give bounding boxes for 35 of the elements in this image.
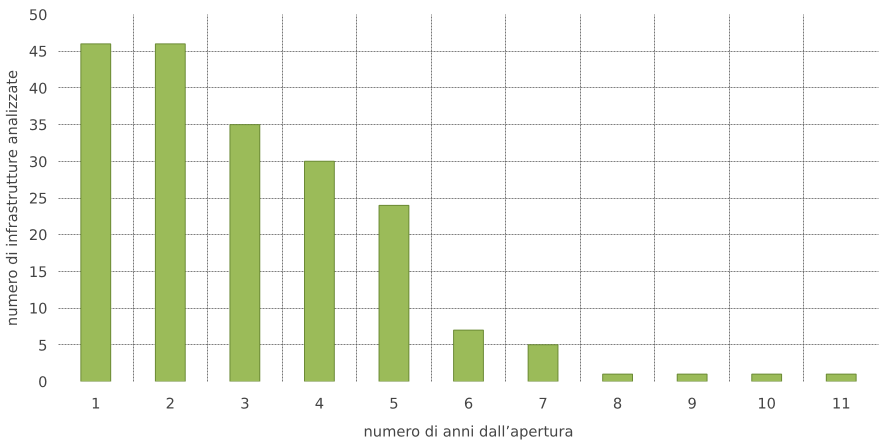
- x-tick-label: 1: [91, 396, 100, 412]
- x-tick-label: 7: [538, 396, 548, 412]
- x-tick-label: 11: [832, 396, 851, 412]
- bar: [80, 43, 112, 382]
- y-tick-label: 45: [28, 44, 48, 61]
- bar: [154, 43, 186, 382]
- y-tick-label: 5: [38, 337, 48, 354]
- y-tick-label: 20: [28, 227, 48, 244]
- bar: [751, 374, 782, 382]
- bar: [304, 160, 335, 382]
- bar: [528, 344, 558, 382]
- x-axis-title: numero di anni dall’apertura: [364, 424, 574, 440]
- x-tick-label: 8: [612, 396, 622, 412]
- y-tick-label: 30: [28, 154, 48, 171]
- y-tick-label: 50: [28, 7, 48, 24]
- y-tick-label: 0: [38, 374, 48, 391]
- bar: [602, 374, 633, 382]
- x-tick-label: 9: [687, 396, 697, 412]
- x-tick-label: 4: [314, 396, 324, 412]
- bar: [676, 374, 708, 382]
- y-tick-label: 10: [28, 300, 48, 318]
- x-tick-label: 2: [166, 396, 175, 412]
- y-tick-label: 35: [28, 117, 48, 134]
- y-axis-title: numero di infrastrutture analizzate: [4, 70, 21, 326]
- x-tick-label: 5: [389, 396, 399, 412]
- bar: [378, 204, 410, 382]
- x-tick-label: 10: [757, 396, 776, 412]
- bar: [453, 330, 484, 382]
- bar: [826, 374, 857, 382]
- y-tick-label: 15: [28, 264, 48, 281]
- y-tick-label: 40: [28, 80, 48, 98]
- x-tick-label: 3: [240, 396, 250, 412]
- x-tick-label: 6: [464, 396, 474, 412]
- y-tick-label: 25: [28, 190, 48, 208]
- bar: [229, 124, 260, 382]
